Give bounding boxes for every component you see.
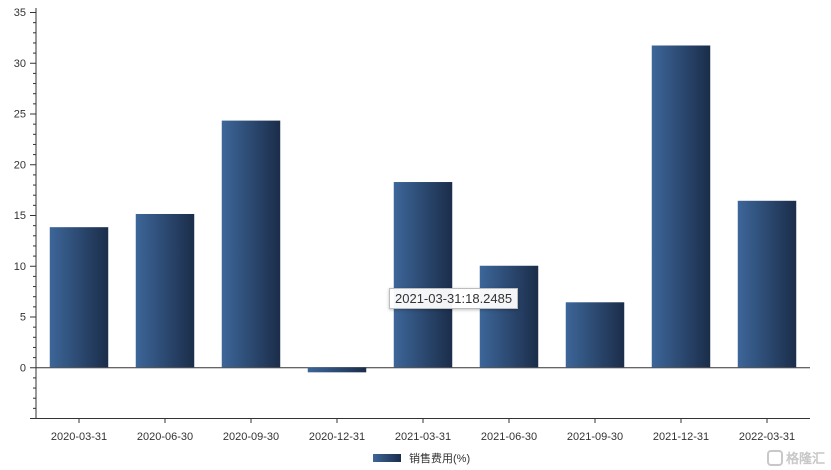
y-tick-label: 0 (20, 362, 26, 374)
watermark: 格隆汇 (766, 448, 825, 467)
bars (49, 45, 797, 373)
bar-2021-09-30[interactable] (565, 302, 625, 368)
tick-labels: 0 5 10 15 20 25 30 35 2020-03-31 2020-06-30 2020-0… (14, 7, 795, 443)
y-tick-label: 30 (14, 58, 26, 70)
x-tick-label: 2020-03-31 (51, 431, 107, 443)
y-tick-label: 35 (14, 7, 26, 19)
watermark-text: 格隆汇 (785, 451, 825, 466)
x-tick-label: 2021-03-31 (395, 431, 451, 443)
bar-2020-06-30[interactable] (135, 213, 195, 368)
bar-2021-06-30[interactable] (479, 265, 539, 368)
data-tooltip: 2021-03-31:18.2485 (389, 288, 519, 309)
x-tick-label: 2020-06-30 (137, 431, 193, 443)
bar-2022-03-31[interactable] (737, 200, 797, 368)
x-tick-label: 2021-09-30 (567, 431, 623, 443)
y-tick-label: 10 (14, 261, 26, 273)
x-tick-label: 2020-12-31 (309, 431, 365, 443)
y-tick-label: 20 (14, 159, 26, 171)
x-tick-label: 2021-12-31 (653, 431, 709, 443)
bar-2021-12-31[interactable] (651, 45, 711, 368)
y-tick-label: 5 (20, 312, 26, 324)
x-tick-label: 2020-09-30 (223, 431, 279, 443)
y-tick-label: 25 (14, 109, 26, 121)
bar-2020-12-31[interactable] (307, 367, 367, 373)
bar-2020-09-30[interactable] (221, 120, 281, 368)
y-tick-label: 15 (14, 210, 26, 222)
legend-swatch (373, 454, 401, 462)
bar-2020-03-31[interactable] (49, 227, 109, 368)
bar-2021-03-31[interactable] (393, 182, 453, 368)
x-tick-label: 2022-03-31 (739, 431, 795, 443)
legend[interactable]: 销售费用(%) (373, 450, 470, 466)
axes (30, 8, 810, 423)
x-tick-label: 2021-06-30 (481, 431, 537, 443)
legend-label: 销售费用(%) (409, 453, 471, 465)
watermark-logo-icon (766, 449, 783, 466)
